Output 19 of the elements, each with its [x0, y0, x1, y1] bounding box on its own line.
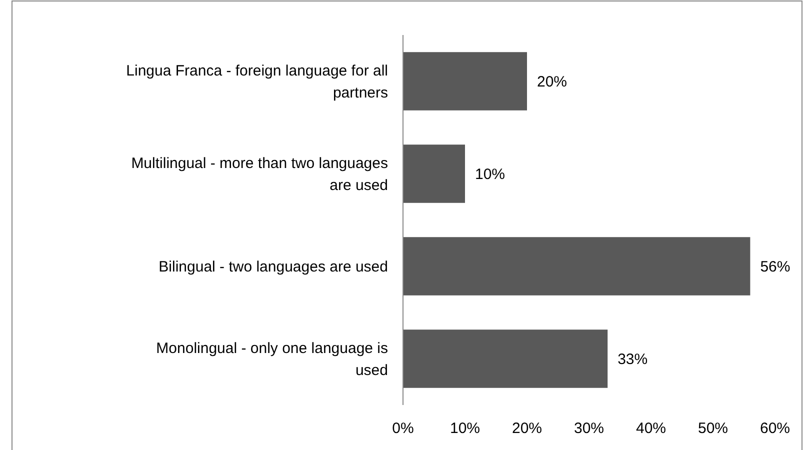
y-tick-label: Bilingual - two languages are used — [158, 258, 388, 276]
x-tick-label: 60% — [760, 420, 790, 437]
data-label: 33% — [618, 351, 648, 368]
x-tick-label: 20% — [512, 420, 542, 437]
x-tick-label: 40% — [636, 420, 666, 437]
data-label: 20% — [537, 74, 568, 90]
x-tick-label: 50% — [698, 420, 728, 437]
x-tick-label: 0% — [392, 420, 414, 437]
y-tick-label: Monolingual - only one language is used — [156, 340, 388, 379]
data-label: 56% — [760, 258, 790, 276]
bar — [403, 330, 608, 388]
bar — [403, 144, 465, 203]
y-tick-label: Multilingual - more than two languages are used — [131, 155, 388, 194]
x-tick-label: 30% — [574, 420, 604, 437]
bar — [403, 52, 527, 110]
bar — [403, 237, 750, 296]
data-label: 10% — [475, 166, 506, 183]
y-tick-label: Lingua Franca - foreign language for all partners — [126, 62, 388, 102]
x-tick-label: 10% — [450, 420, 480, 437]
